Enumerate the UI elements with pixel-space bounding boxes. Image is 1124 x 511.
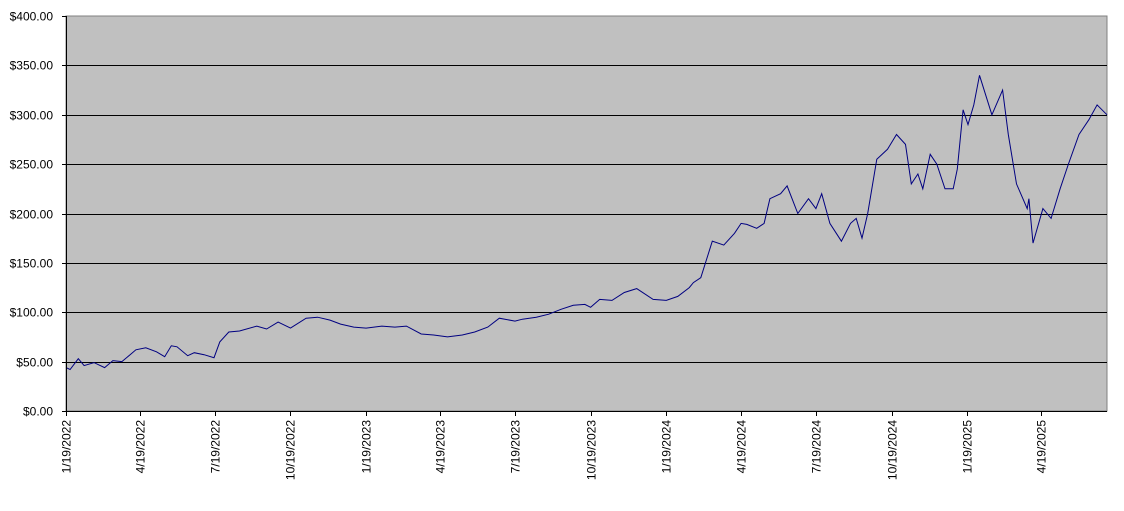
y-tick-label: $150.00 bbox=[10, 257, 54, 271]
x-tick-label: 4/19/2023 bbox=[434, 420, 448, 474]
price-series-line bbox=[65, 75, 1108, 371]
x-tick-label: 10/19/2022 bbox=[284, 420, 298, 480]
y-tick-label: $200.00 bbox=[10, 208, 54, 222]
x-tick-label: 4/19/2024 bbox=[735, 420, 749, 474]
x-axis-tick-labels: 1/19/2022 4/19/2022 7/19/2022 10/19/2022 1/1… bbox=[60, 411, 1049, 480]
x-tick-label: 1/19/2024 bbox=[660, 420, 674, 474]
y-tick-label: $100.00 bbox=[10, 306, 54, 320]
y-axis-tick-labels: $0.00 $50.00 $100.00 $150.00 $200.00 $250.00 $… bbox=[10, 10, 66, 419]
x-tick-label: 7/19/2024 bbox=[810, 420, 824, 474]
x-tick-label: 4/19/2025 bbox=[1035, 420, 1049, 474]
x-tick-label: 10/19/2024 bbox=[886, 420, 900, 480]
x-tick-label: 1/19/2025 bbox=[961, 420, 975, 474]
x-tick-label: 10/19/2023 bbox=[585, 420, 599, 480]
y-tick-label: $50.00 bbox=[16, 356, 53, 370]
gridlines bbox=[66, 65, 1107, 363]
y-tick-label: $0.00 bbox=[23, 405, 53, 419]
x-tick-label: 1/19/2023 bbox=[360, 420, 374, 474]
x-tick-label: 7/19/2022 bbox=[209, 420, 223, 474]
y-tick-label: $350.00 bbox=[10, 59, 54, 73]
y-tick-label: $400.00 bbox=[10, 10, 54, 24]
x-tick-label: 1/19/2022 bbox=[60, 420, 74, 474]
y-tick-label: $250.00 bbox=[10, 158, 54, 172]
x-tick-label: 7/19/2023 bbox=[509, 420, 523, 474]
y-tick-label: $300.00 bbox=[10, 109, 54, 123]
plot-area bbox=[65, 15, 1108, 412]
x-tick-label: 4/19/2022 bbox=[134, 420, 148, 474]
